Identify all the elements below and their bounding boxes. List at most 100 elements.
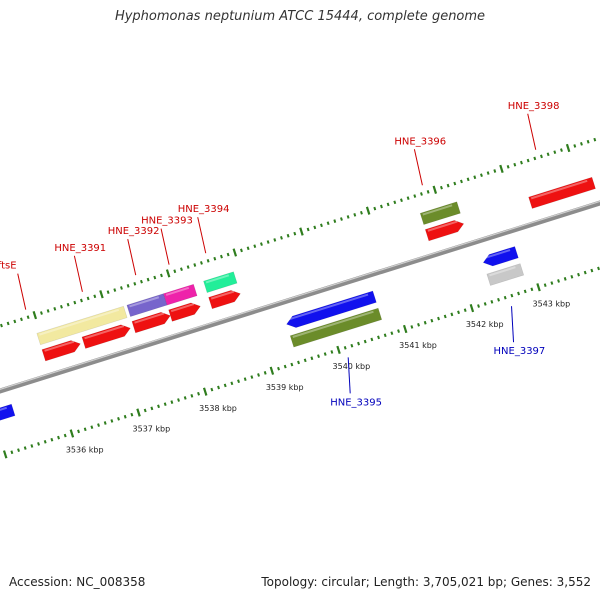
inner-tick [63,433,67,438]
inner-tick [237,379,240,384]
outer-tick [213,256,217,261]
genome-summary-text: Topology: circular; Length: 3,705,021 bp… [261,575,591,589]
gene-label: HNE_3398 [508,101,560,112]
inner-tick [183,396,187,400]
outer-tick [333,219,337,223]
inner-tick [310,356,314,361]
outer-tick [153,275,157,280]
gene-label-leader [127,239,137,276]
gene-label-leader [413,149,423,186]
outer-tick [120,286,123,290]
feature-gloss [134,312,165,324]
inner-tick [43,439,47,444]
outer-tick [99,290,104,299]
outer-tick [186,265,190,269]
outer-tick [86,296,90,301]
inner-tick [257,373,260,377]
gene-label-leader [347,357,351,394]
outer-tick [346,215,350,219]
gene-label: HNE_3396 [394,136,446,147]
outer-tick [413,194,417,198]
outer-tick [140,279,143,284]
inner-tick [357,341,360,346]
inner-tick [277,366,280,371]
scale-label: 3538 kbp [199,404,237,413]
feature-HNE_3393-cog [163,283,198,306]
inner-tick [163,402,167,407]
outer-tick [573,144,577,148]
outer-tick [365,206,371,215]
outer-tick [220,254,223,259]
feature-HNE_3395-cog [289,307,383,348]
inner-tick [377,335,380,340]
outer-tick [580,142,583,146]
inner-tick [223,383,227,388]
outer-tick [253,244,257,249]
inner-tick [290,362,294,367]
outer-tick [526,158,530,163]
feature-gloss [483,249,511,260]
feature-HNE_3394-cog [203,271,238,293]
feature-HNE_3396-cog [419,201,461,226]
inner-tick [343,345,347,350]
outer-tick [193,263,197,267]
inner-tick [557,279,560,283]
inner-tick [110,419,114,423]
inner-tick [83,427,87,432]
outer-tick [53,307,57,311]
scale-label-layer: 3536 kbp 3537 kbp 3538 kbp 3539 kbp 3540 kbp… [66,299,570,454]
outer-tick [280,236,283,240]
gene-label: HNE_3395 [330,397,382,408]
backbone-layer [0,200,600,394]
outer-tick [499,164,504,174]
outer-tick [13,319,17,324]
inner-tick [590,268,594,273]
feature-gloss [210,290,235,300]
inner-tick [97,423,100,427]
inner-tick [150,406,154,411]
inner-tick [563,277,567,281]
scale-label: 3537 kbp [133,425,171,434]
gene-label-leader [527,113,537,150]
outer-tick [20,317,23,322]
inner-tick [136,408,141,417]
outer-tick [565,143,571,153]
backbone [0,200,600,394]
feature-HNE_3392 [131,311,171,334]
outer-tick [313,225,317,230]
inner-tick [157,404,160,409]
outer-tick [200,261,203,265]
inner-tick [230,381,234,386]
feature-gloss [292,310,374,338]
inner-tick [490,300,494,304]
inner-tick [117,417,120,421]
inner-tick [170,400,174,404]
outer-tick [40,311,43,315]
outer-tick [506,164,510,169]
gene-label-leader [511,306,515,343]
feature-ftsE-cog [36,305,128,346]
outer-tick [432,185,438,194]
scale-label: 3536 kbp [66,446,104,455]
outer-tick [426,190,430,194]
feature-gloss [44,340,75,352]
feature-ftsE [41,340,81,362]
inner-tick [323,352,327,356]
feature-HNE_3394 [208,290,241,310]
outer-tick [360,210,363,215]
outer-tick [240,248,243,253]
outer-tick [46,309,50,313]
outer-tick [486,171,490,175]
feature-gloss [170,303,195,313]
inner-tick [197,391,200,396]
feature-gloss [129,296,160,308]
gene-label: ftsE [0,261,17,272]
outer-tick [540,154,543,159]
feature-gloss [427,220,458,232]
inner-tick [510,293,514,298]
outer-tick [400,198,403,203]
outer-tick [406,196,410,200]
outer-tick [299,227,304,236]
tick-layer [0,137,600,459]
outer-tick [393,200,397,205]
